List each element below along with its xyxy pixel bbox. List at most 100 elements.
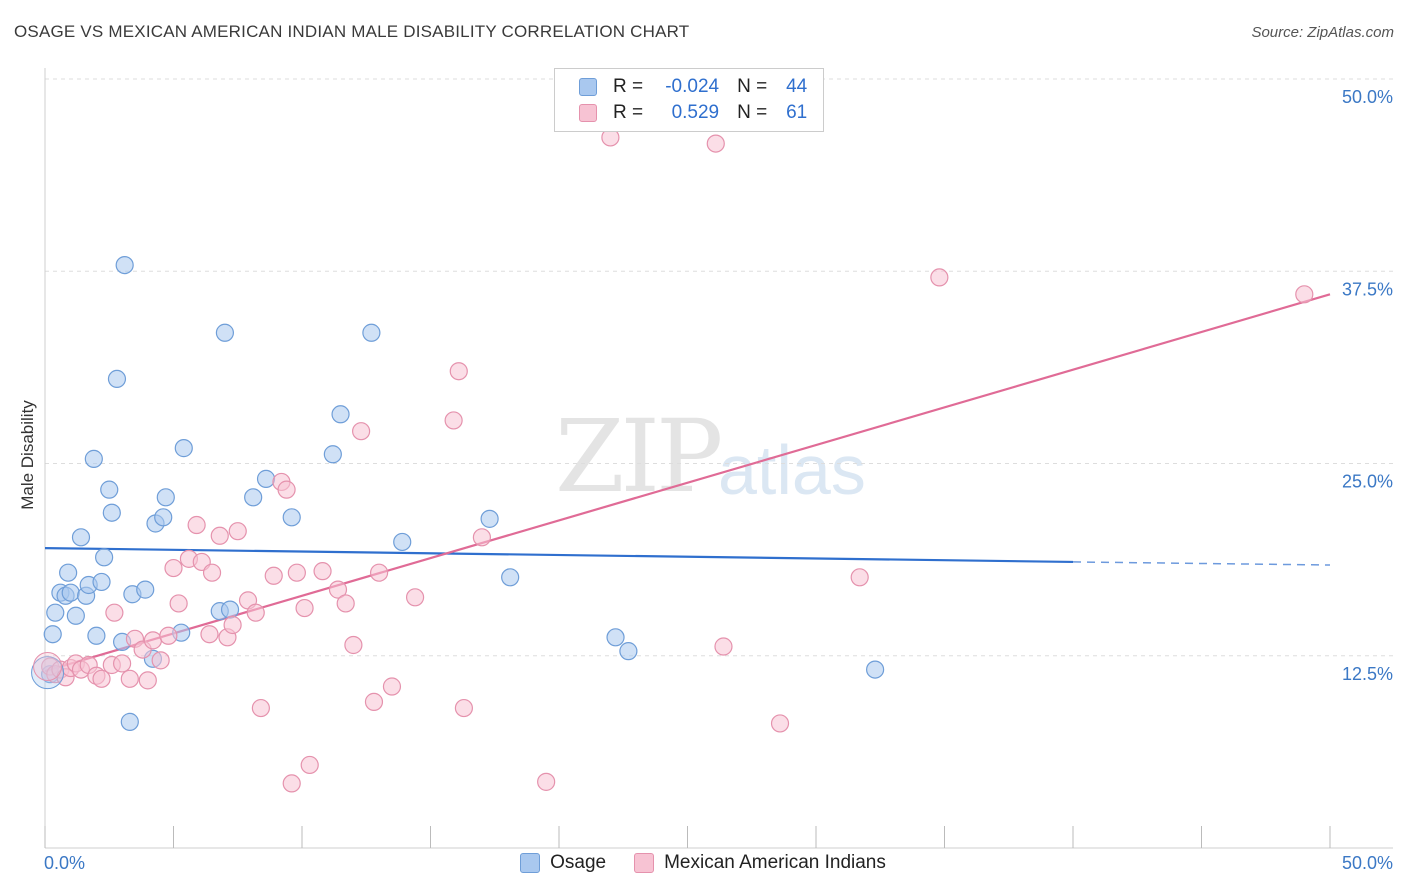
osage-point	[331, 405, 350, 424]
osage-point	[256, 469, 276, 488]
osage-point	[156, 488, 175, 507]
legend-row-osage: R = -0.024 N = 44	[579, 75, 807, 99]
mexican-point	[344, 635, 363, 655]
mexican-point	[930, 268, 949, 287]
mexican-point	[277, 480, 296, 499]
data-points	[31, 128, 1314, 793]
mexican-point	[159, 626, 178, 645]
osage-point	[115, 255, 134, 275]
n-label: N =	[737, 102, 768, 123]
mexican-point	[352, 422, 371, 441]
osage-point	[866, 660, 885, 679]
mexican-point	[449, 362, 468, 381]
osage-point	[480, 509, 499, 528]
mexican-point	[770, 714, 790, 733]
chart-title: OSAGE VS MEXICAN AMERICAN INDIAN MALE DI…	[14, 22, 690, 41]
osage-point	[174, 439, 193, 458]
mexican-point	[850, 568, 869, 587]
osage-point	[501, 568, 520, 587]
osage-point	[61, 583, 80, 602]
osage-point	[606, 628, 625, 647]
y-tick-label: 37.5%	[1342, 279, 1393, 299]
osage-point	[393, 532, 412, 552]
mexican-point	[336, 594, 355, 613]
osage-point	[220, 600, 240, 619]
osage-trend-extension	[1072, 561, 1331, 566]
trend-lines	[44, 293, 1331, 673]
osage-point	[102, 503, 121, 522]
osage-point	[46, 603, 65, 622]
osage-point	[95, 548, 114, 567]
mexican-point	[282, 774, 301, 793]
correlation-legend: R = -0.024 N = 44 R = 0.529 N = 61	[554, 68, 824, 132]
osage-point	[120, 712, 139, 731]
series-legend: Osage Mexican American Indians	[0, 852, 1406, 874]
y-tick-label: 50.0%	[1342, 87, 1393, 107]
osage-point	[244, 488, 263, 507]
mexican-point	[537, 772, 556, 791]
osage-point	[619, 642, 638, 661]
mexican-point	[187, 515, 206, 535]
osage-point	[92, 572, 111, 592]
n-value: 61	[786, 102, 808, 123]
n-value: 44	[786, 76, 808, 97]
mexican-point	[370, 563, 389, 582]
tick-labels: 12.5% 25.0% 37.5% 50.0% 0.0% 50.0%	[44, 87, 1393, 873]
mexican-swatch	[579, 104, 597, 122]
x-tick-label: 50.0%	[1342, 853, 1393, 873]
mexican-point	[264, 566, 283, 585]
mexican-point	[706, 134, 725, 153]
mexican-point	[200, 625, 219, 644]
mexican-point	[246, 603, 265, 622]
mexican-point	[92, 669, 111, 688]
x-tick-label: 0.0%	[44, 853, 85, 873]
mexican-trend-line	[44, 293, 1331, 673]
mexican-point	[364, 692, 384, 711]
watermark-atlas: atlas	[718, 431, 866, 509]
mexican-point	[313, 562, 332, 581]
osage-point	[136, 580, 155, 599]
mexican-point	[472, 528, 491, 547]
mexican-point	[287, 563, 306, 582]
osage-point	[100, 480, 119, 499]
osage-point	[66, 606, 85, 625]
mexican-point	[382, 677, 402, 696]
mexican-point	[295, 598, 314, 618]
mexican-point	[164, 558, 183, 578]
mexican-point	[228, 522, 247, 541]
osage-point	[84, 449, 103, 468]
mexican-point	[251, 698, 270, 718]
osage-point	[71, 528, 91, 547]
watermark-zip: ZIP	[555, 398, 723, 515]
mexican-point	[143, 631, 163, 650]
r-label: R =	[613, 76, 644, 97]
axes	[44, 68, 1393, 849]
mexican-point	[202, 563, 222, 582]
y-tick-label: 12.5%	[1342, 664, 1393, 684]
osage-point	[154, 508, 173, 527]
osage-trend-line	[44, 546, 1074, 564]
osage-point	[87, 626, 106, 645]
osage-point	[43, 625, 62, 644]
mexican-point	[120, 669, 139, 688]
mexican-point	[328, 580, 348, 599]
mexican-point	[454, 698, 474, 718]
osage-legend-label: Osage	[550, 852, 607, 873]
mexican-point	[1295, 285, 1314, 304]
mexican-legend-swatch	[634, 853, 655, 873]
mexican-point	[33, 652, 63, 682]
osage-point	[362, 323, 381, 342]
n-label: N =	[737, 76, 768, 97]
osage-point	[31, 656, 65, 690]
osage-point	[215, 323, 234, 342]
legend-item-mexican[interactable]: Mexican American Indians	[634, 852, 886, 874]
osage-swatch	[579, 78, 597, 96]
mexican-point	[405, 588, 425, 607]
y-tick-label: 25.0%	[1342, 472, 1393, 492]
osage-point	[282, 508, 301, 527]
mexican-point	[714, 637, 733, 656]
mexican-point	[300, 755, 319, 775]
mexican-legend-label: Mexican American Indians	[664, 852, 886, 873]
legend-item-osage[interactable]: Osage	[520, 852, 606, 874]
